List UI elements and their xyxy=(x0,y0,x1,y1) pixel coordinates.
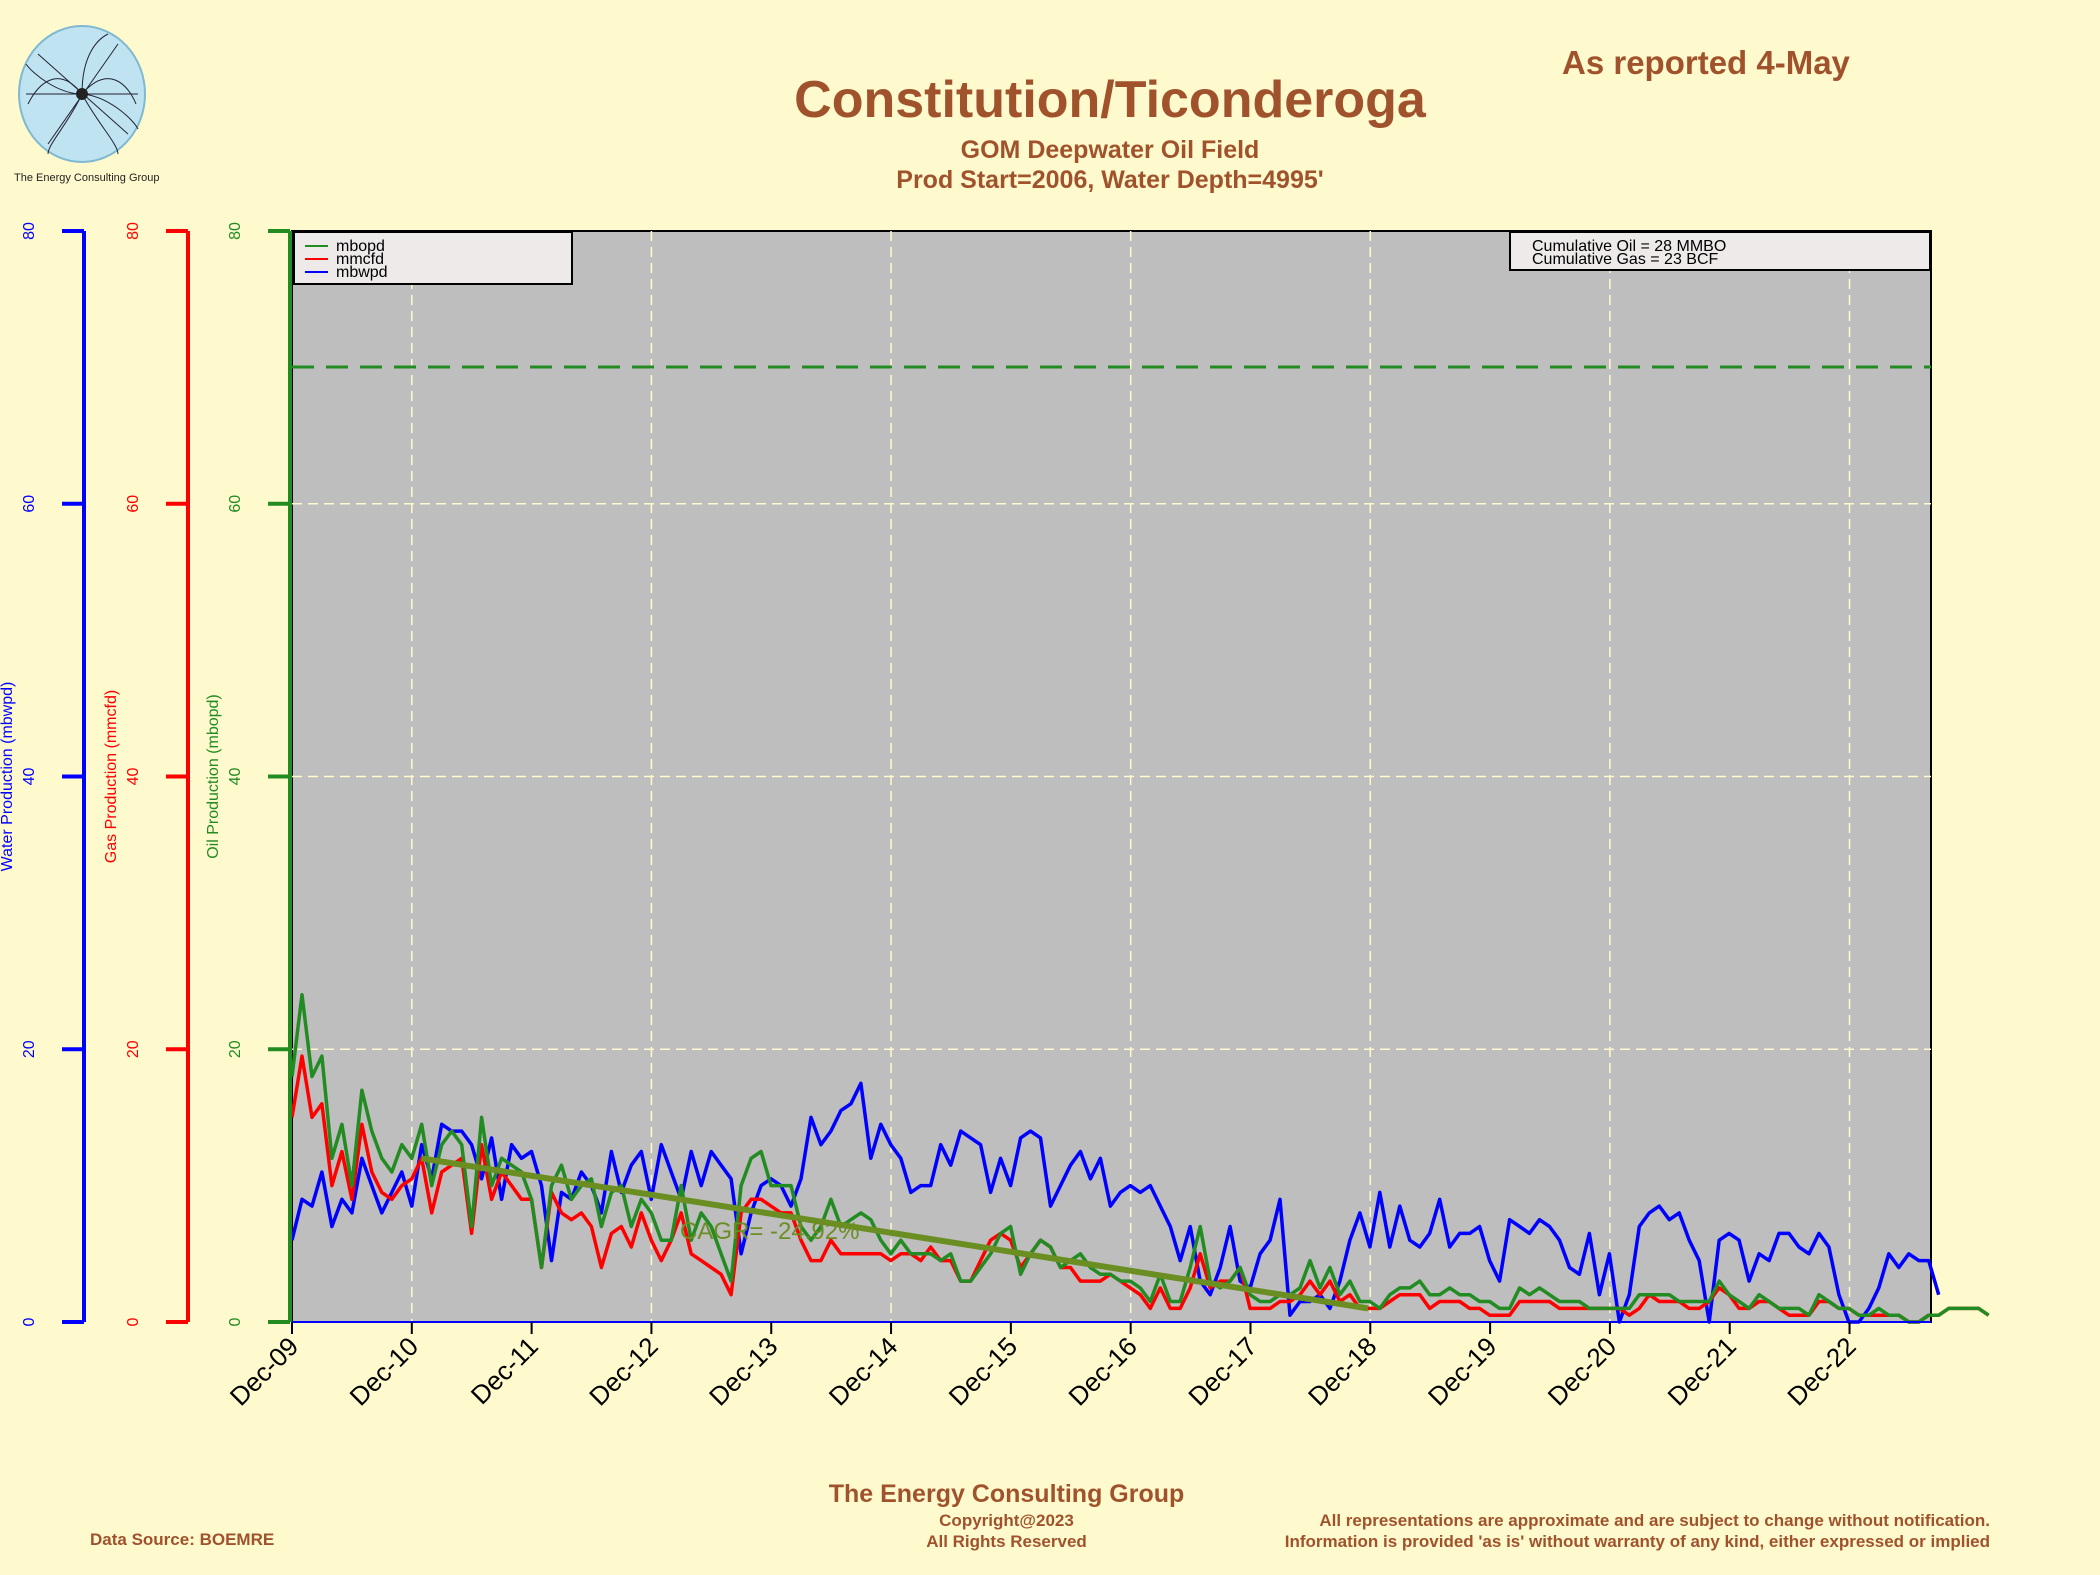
disclaimer-line-1: All representations are approximate and … xyxy=(1319,1511,1990,1530)
y-tick-label: 60 xyxy=(125,495,142,513)
x-tick-label: Dec-09 xyxy=(224,1331,304,1411)
company-logo xyxy=(18,25,146,163)
trend-label: CAGR= -24.92% xyxy=(680,1218,859,1245)
series-mmcfd xyxy=(290,1054,1990,1324)
footer-company: The Energy Consulting Group xyxy=(828,1480,1185,1508)
x-tick-label: Dec-20 xyxy=(1542,1331,1622,1411)
x-axis: Dec-09 Dec-10 Dec-11 Dec-12 Dec-13 Dec-14 Dec-… xyxy=(224,1321,1931,1412)
chart-subtitle: GOM Deepwater Oil Field xyxy=(960,136,1260,164)
grid-lines xyxy=(292,231,1931,1322)
chart-title: Constitution/Ticonderoga xyxy=(794,71,1426,129)
x-tick-label: Dec-10 xyxy=(344,1331,424,1411)
y-tick-label: 40 xyxy=(21,768,38,786)
y-axes: 0 20 40 60 80 Water Production (mbwpd) 0 20 40 60… xyxy=(0,222,292,1326)
y-axis-title: Gas Production (mmcfd) xyxy=(103,690,120,863)
legend: mbopd mmcfd mbwpd xyxy=(293,231,573,285)
as-reported-label: As reported 4-May xyxy=(1562,44,1850,81)
footer-source: Data Source: BOEMRE xyxy=(90,1530,275,1549)
cumulative-box: Cumulative Oil = 28 MMBO Cumulative Gas … xyxy=(1509,231,1931,271)
x-tick-label: Dec-15 xyxy=(943,1331,1023,1411)
y-axis-title: Water Production (mbwpd) xyxy=(0,682,16,872)
logo-caption: The Energy Consulting Group xyxy=(14,172,160,184)
trend-layer: CAGR= -24.92% xyxy=(420,1155,1369,1312)
y-tick-label: 0 xyxy=(227,1317,244,1326)
chart-subtitle-2: Prod Start=2006, Water Depth=4995' xyxy=(896,166,1324,194)
y-tick-label: 0 xyxy=(125,1317,142,1326)
legend-label-oil: mbopd xyxy=(336,238,385,255)
copyright-text: Copyright@2023 xyxy=(939,1511,1074,1530)
y-tick-label: 80 xyxy=(227,222,244,240)
y-tick-label: 60 xyxy=(21,495,38,513)
trend-line xyxy=(420,1155,1369,1312)
x-tick-label: Dec-19 xyxy=(1422,1331,1502,1411)
series-mbopd xyxy=(290,992,1990,1324)
legend-label-gas: mmcfd xyxy=(336,251,384,268)
series-mbwpd xyxy=(290,1081,1941,1324)
x-tick-label: Dec-14 xyxy=(823,1331,903,1411)
y-tick-label: 40 xyxy=(227,768,244,786)
x-tick-label: Dec-12 xyxy=(583,1331,663,1411)
y-tick-label: 40 xyxy=(125,768,142,786)
x-tick-label: Dec-13 xyxy=(703,1331,783,1411)
y-tick-label: 20 xyxy=(227,1040,244,1058)
y-axis-title: Oil Production (mbopd) xyxy=(205,694,222,859)
x-tick-label: Dec-18 xyxy=(1302,1331,1382,1411)
y-tick-label: 20 xyxy=(21,1040,38,1058)
footer-copyright: Copyright@2023 All Rights Reserved xyxy=(0,1510,2013,1552)
disclaimer-line-2: Information is provided 'as is' without … xyxy=(1284,1532,1990,1551)
x-tick-label: Dec-22 xyxy=(1781,1331,1861,1411)
x-tick-label: Dec-11 xyxy=(465,1331,544,1410)
x-tick-label: Dec-17 xyxy=(1182,1331,1262,1411)
cumulative-oil: Cumulative Oil = 28 MMBO xyxy=(1532,238,1726,255)
y-tick-label: 80 xyxy=(125,222,142,240)
legend-label-water: mbwpd xyxy=(336,264,388,281)
series-layer xyxy=(290,992,1990,1324)
footer-disclaimer: All representations are approximate and … xyxy=(1285,1510,1990,1552)
rights-text: All Rights Reserved xyxy=(926,1532,1087,1551)
y-tick-label: 0 xyxy=(21,1317,38,1326)
x-tick-label: Dec-21 xyxy=(1661,1331,1741,1411)
y-tick-label: 60 xyxy=(227,495,244,513)
cumulative-gas: Cumulative Gas = 23 BCF xyxy=(1532,251,1719,268)
y-tick-label: 20 xyxy=(125,1040,142,1058)
y-tick-label: 80 xyxy=(21,222,38,240)
x-tick-label: Dec-16 xyxy=(1062,1331,1142,1411)
